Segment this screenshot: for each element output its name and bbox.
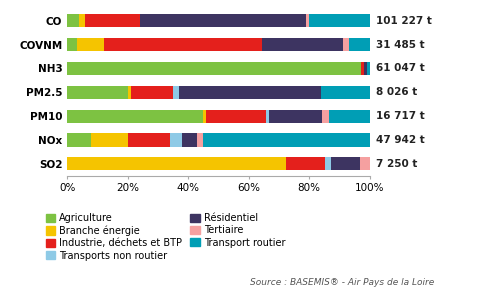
Bar: [204, 133, 370, 146]
Bar: [321, 86, 370, 99]
Bar: [265, 110, 269, 123]
Bar: [67, 62, 360, 75]
Bar: [286, 157, 324, 171]
Text: 61 047 t: 61 047 t: [376, 64, 424, 74]
Legend: Agriculture, Branche énergie, Industrie, déchets et BTP, Transports non routier,: Agriculture, Branche énergie, Industrie,…: [42, 209, 289, 265]
Text: 8 026 t: 8 026 t: [376, 87, 417, 97]
Bar: [85, 14, 140, 27]
Bar: [67, 38, 77, 51]
Text: 7 250 t: 7 250 t: [376, 159, 417, 169]
Bar: [367, 62, 370, 75]
Bar: [170, 133, 182, 146]
Text: Source : BASEMIS® - Air Pays de la Loire: Source : BASEMIS® - Air Pays de la Loire: [250, 278, 434, 287]
Bar: [182, 133, 197, 146]
Bar: [349, 38, 370, 51]
Bar: [131, 86, 173, 99]
Bar: [197, 133, 204, 146]
Bar: [331, 157, 360, 171]
Bar: [206, 110, 265, 123]
Bar: [329, 110, 370, 123]
Bar: [67, 86, 128, 99]
Bar: [262, 38, 343, 51]
Bar: [360, 62, 363, 75]
Bar: [309, 14, 370, 27]
Bar: [324, 157, 331, 171]
Text: 31 485 t: 31 485 t: [376, 40, 424, 50]
Bar: [269, 110, 323, 123]
Text: 101 227 t: 101 227 t: [376, 16, 432, 26]
Bar: [363, 62, 367, 75]
Bar: [77, 38, 104, 51]
Bar: [203, 110, 206, 123]
Bar: [67, 133, 91, 146]
Bar: [67, 157, 286, 171]
Bar: [104, 38, 262, 51]
Bar: [173, 86, 179, 99]
Bar: [323, 110, 329, 123]
Bar: [179, 86, 321, 99]
Bar: [128, 86, 131, 99]
Bar: [343, 38, 349, 51]
Bar: [140, 14, 306, 27]
Bar: [67, 14, 79, 27]
Bar: [128, 133, 170, 146]
Bar: [306, 14, 309, 27]
Bar: [360, 157, 370, 171]
Bar: [79, 14, 85, 27]
Text: 16 717 t: 16 717 t: [376, 111, 424, 121]
Text: 47 942 t: 47 942 t: [376, 135, 424, 145]
Bar: [91, 133, 128, 146]
Bar: [67, 110, 203, 123]
